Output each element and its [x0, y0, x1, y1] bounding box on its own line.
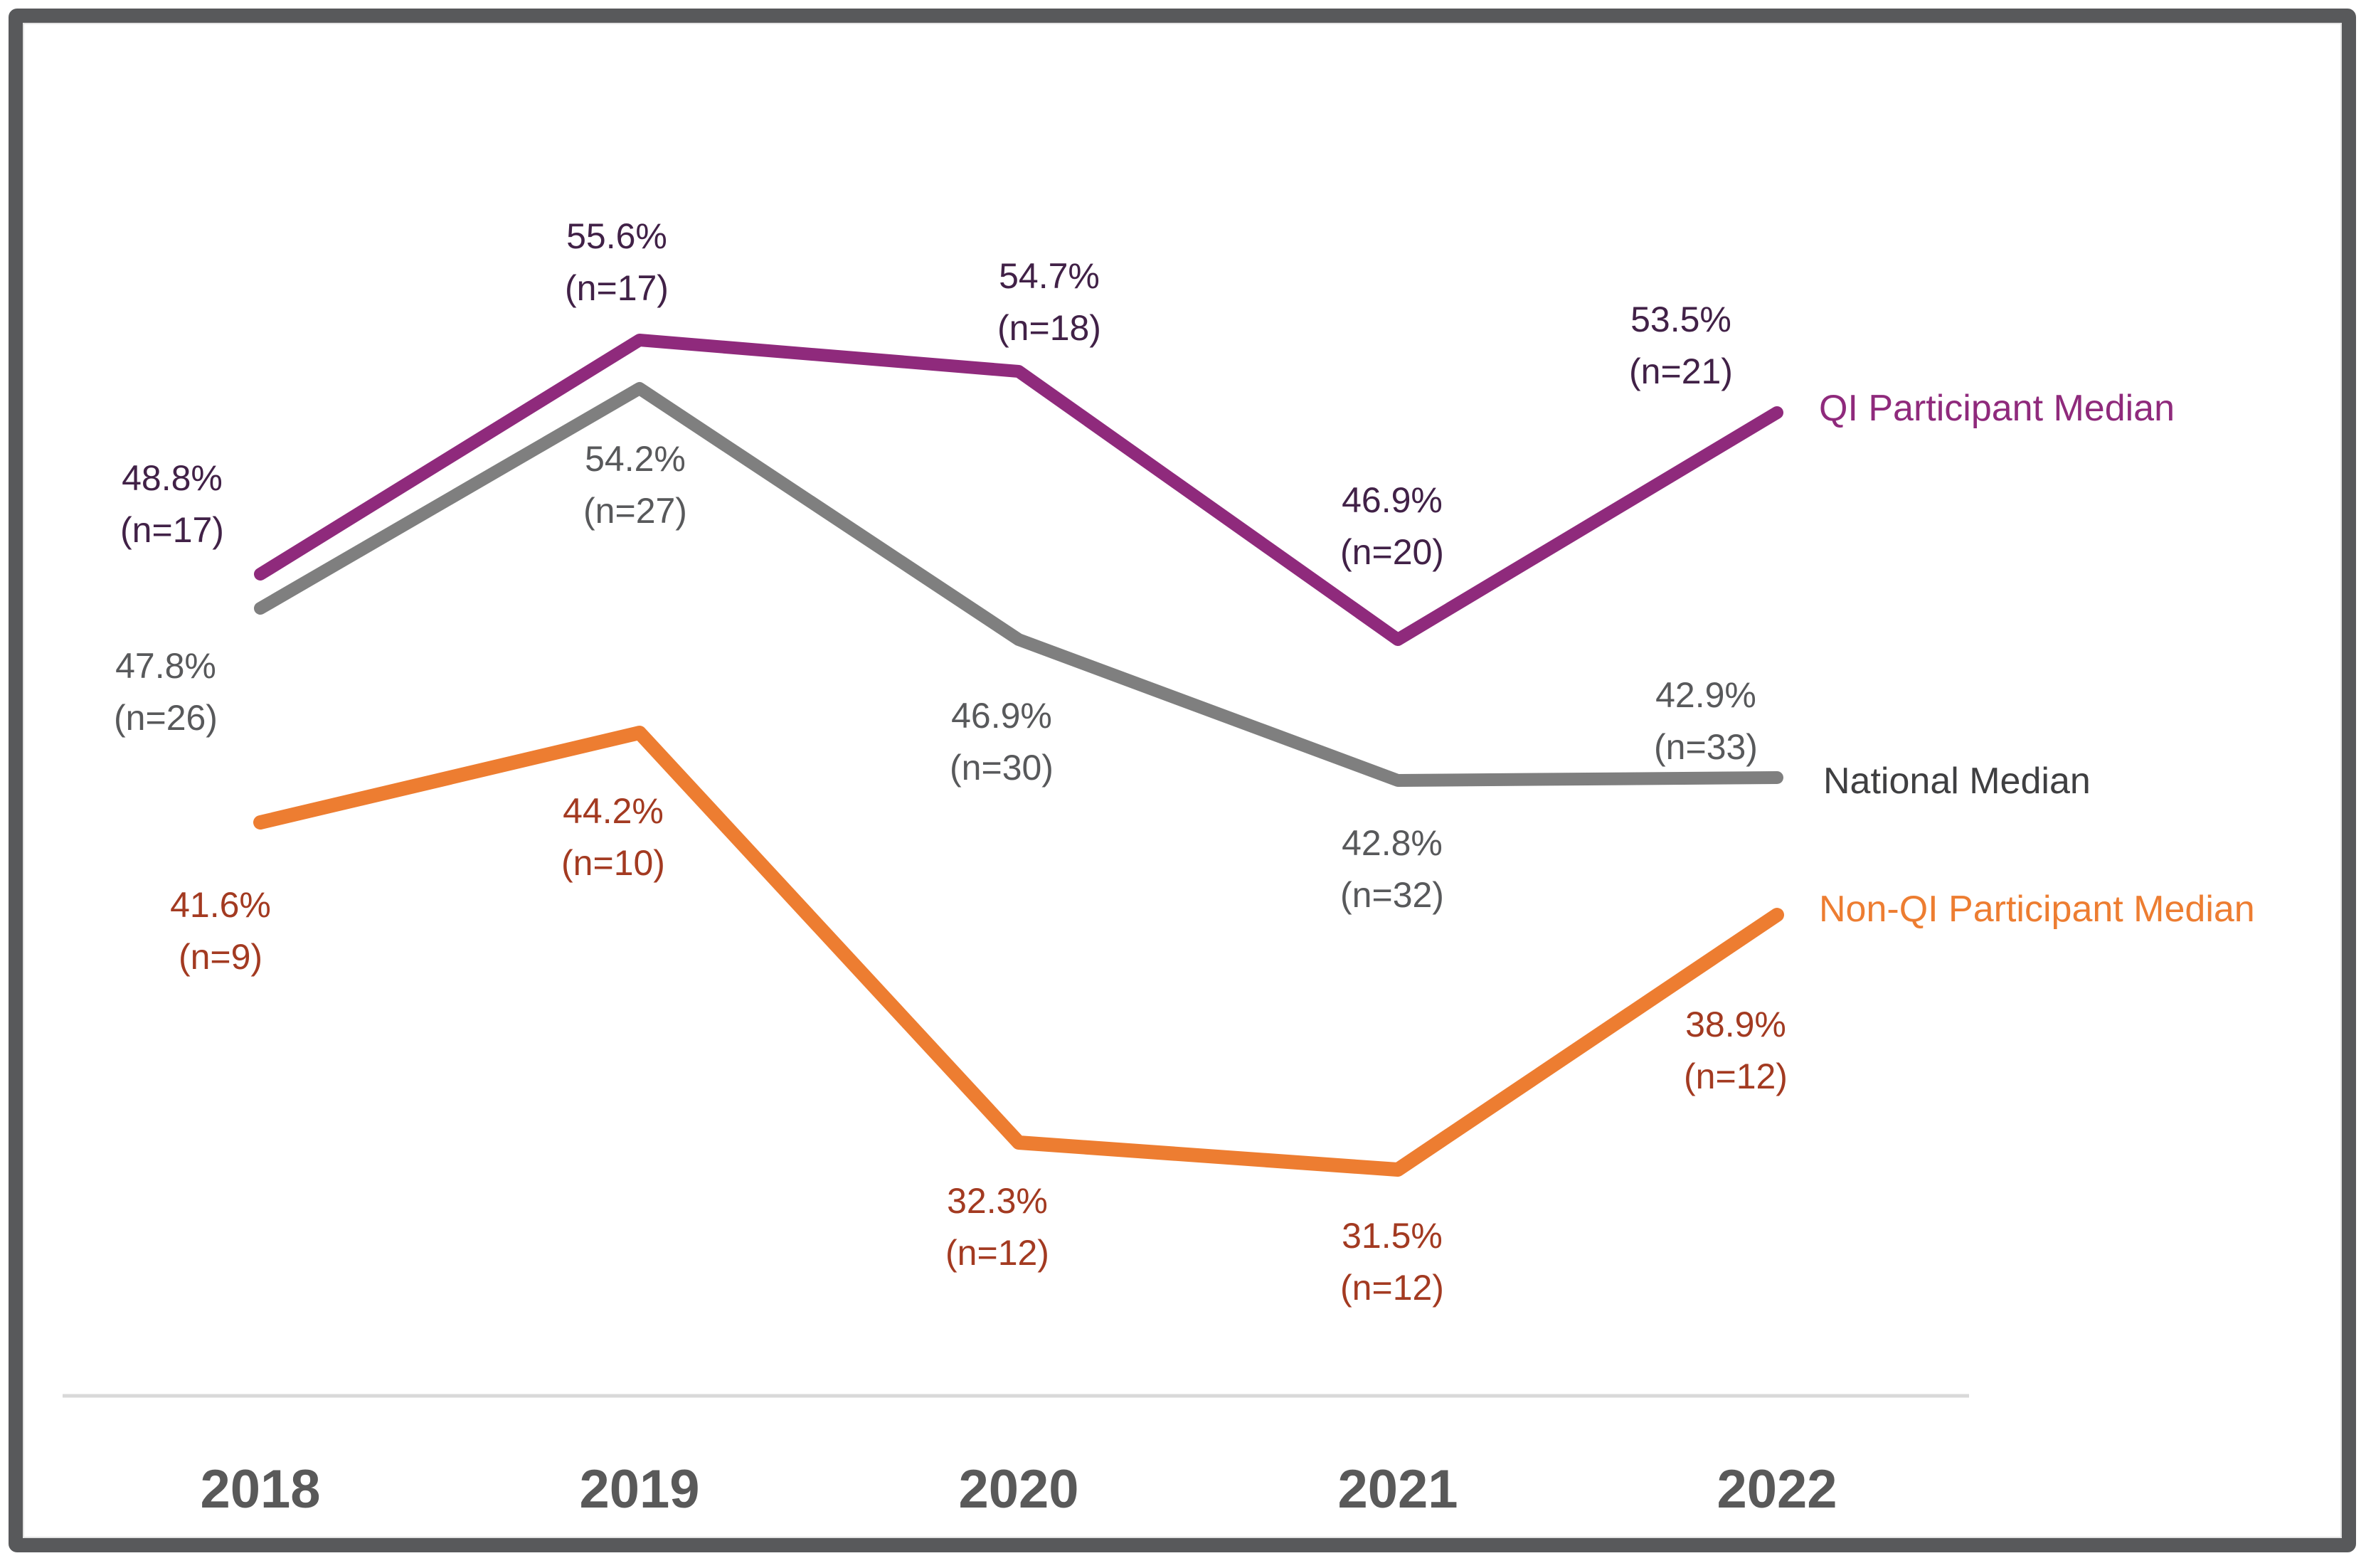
data-label-2018-non-qi-participant-median-n: (n=9) [179, 937, 262, 977]
data-label-2018-national-median-n: (n=26) [114, 698, 218, 738]
data-label-2019-non-qi-participant-median-value: 44.2% [563, 791, 664, 831]
data-label-2019-national-median-n: (n=27) [583, 491, 687, 531]
series-line-non-qi-participant-median [253, 726, 1784, 1177]
data-label-2019-non-qi-participant-median-n: (n=10) [561, 843, 665, 883]
legend-national-median: National Median [1823, 761, 2091, 802]
data-label-2021-qi-participant-median-value: 46.9% [1342, 480, 1443, 520]
data-label-2020-non-qi-participant-median-n: (n=12) [945, 1233, 1049, 1273]
x-axis-labels: 2018 2019 2020 2021 2022 [200, 1459, 1837, 1520]
x-axis-label-2021: 2021 [1337, 1459, 1458, 1520]
x-axis-label-2020: 2020 [958, 1459, 1078, 1520]
data-label-2022-qi-participant-median-n: (n=21) [1629, 351, 1733, 391]
data-label-2022-national-median-n: (n=33) [1654, 727, 1758, 767]
data-label-2022-qi-participant-median-value: 53.5% [1630, 300, 1731, 339]
data-label-2020-national-median-n: (n=30) [950, 748, 1054, 788]
series-lines [253, 334, 1784, 1177]
series-line-national-median [254, 382, 1783, 787]
data-label-2022-non-qi-participant-median-value: 38.9% [1685, 1005, 1786, 1044]
data-label-2022-non-qi-participant-median-n: (n=12) [1684, 1056, 1788, 1096]
chart-frame [9, 9, 2356, 1552]
data-label-2022-national-median-value: 42.9% [1655, 675, 1756, 715]
data-label-2020-qi-participant-median-n: (n=18) [997, 308, 1101, 348]
data-label-2018-qi-participant-median-value: 48.8% [122, 458, 223, 498]
data-label-2020-national-median-value: 46.9% [951, 696, 1052, 736]
data-label-2021-national-median-value: 42.8% [1342, 823, 1443, 863]
legend-qi-participant-median: QI Participant Median [1819, 388, 2175, 429]
x-axis-label-2018: 2018 [200, 1459, 320, 1520]
data-label-2021-qi-participant-median-n: (n=20) [1340, 532, 1444, 572]
data-label-2018-qi-participant-median-n: (n=17) [120, 510, 224, 550]
data-label-2021-non-qi-participant-median-n: (n=12) [1340, 1268, 1444, 1308]
x-axis-label-2019: 2019 [579, 1459, 699, 1520]
data-label-2019-qi-participant-median-n: (n=17) [565, 268, 669, 308]
data-label-2020-qi-participant-median-value: 54.7% [999, 256, 1100, 296]
data-label-2018-national-median-value: 47.8% [115, 646, 216, 686]
data-labels: 48.8% (n=17) 55.6% (n=17) 54.7% (n=18) 46.9% (n… [114, 216, 1788, 1308]
data-label-2018-non-qi-participant-median-value: 41.6% [170, 885, 271, 925]
series-line-qi-participant-median [254, 334, 1783, 646]
data-label-2019-national-median-value: 54.2% [585, 439, 686, 479]
data-label-2019-qi-participant-median-value: 55.6% [566, 216, 667, 256]
data-label-2021-national-median-n: (n=32) [1340, 875, 1444, 915]
x-axis-label-2022: 2022 [1717, 1459, 1837, 1520]
data-label-2020-non-qi-participant-median-value: 32.3% [947, 1181, 1048, 1221]
data-label-2021-non-qi-participant-median-value: 31.5% [1342, 1216, 1443, 1256]
legend-non-qi-participant-median: Non-QI Participant Median [1819, 889, 2255, 930]
